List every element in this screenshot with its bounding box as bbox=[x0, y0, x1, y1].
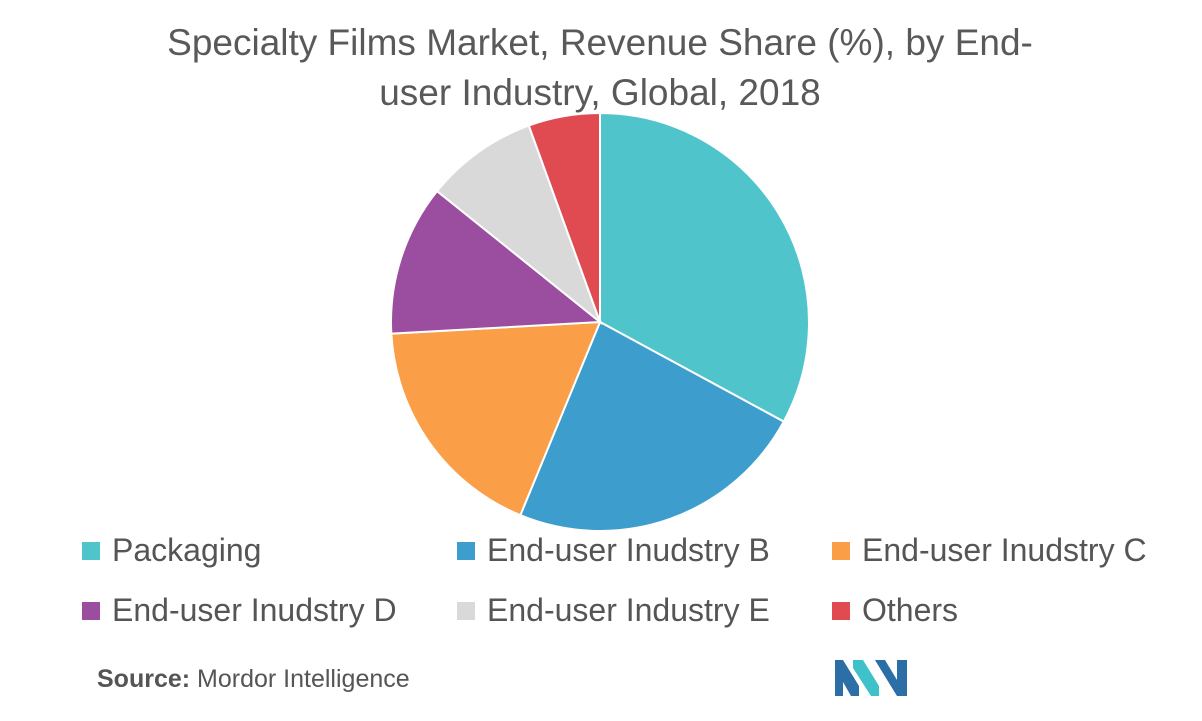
legend-item-industry-d: End-user Inudstry D bbox=[82, 592, 397, 629]
chart-title-line-1: Specialty Films Market, Revenue Share (%… bbox=[167, 22, 1033, 63]
logo-shape-left bbox=[835, 660, 859, 696]
source-note: Source: Mordor Intelligence bbox=[97, 665, 410, 694]
legend-label-industry-e: End-user Industry E bbox=[487, 592, 770, 628]
source-label: Source: bbox=[97, 665, 191, 693]
legend-swatch-others bbox=[832, 601, 850, 620]
source-text: Mordor Intelligence bbox=[197, 665, 410, 693]
logo-shape-middle bbox=[853, 660, 879, 696]
legend-label-industry-b: End-user Inudstry B bbox=[487, 532, 770, 568]
logo-shape-right bbox=[875, 660, 907, 696]
legend-swatch-industry-b bbox=[457, 541, 475, 560]
legend-swatch-industry-d bbox=[82, 601, 100, 620]
pie-slice-others bbox=[527, 111, 601, 323]
pie-slice-end-user-inudstry-d bbox=[390, 189, 603, 335]
legend-label-packaging: Packaging bbox=[112, 532, 262, 568]
legend-label-industry-d: End-user Inudstry D bbox=[112, 592, 397, 628]
legend-item-industry-b: End-user Inudstry B bbox=[457, 532, 770, 569]
pie-slice-end-user-inudstry-b bbox=[519, 320, 786, 532]
legend-label-industry-c: End-user Inudstry C bbox=[862, 532, 1147, 568]
legend-item-packaging: Packaging bbox=[82, 532, 261, 569]
legend-swatch-industry-e bbox=[457, 601, 475, 620]
mordor-intelligence-logo-icon bbox=[835, 660, 907, 696]
legend-swatch-industry-c bbox=[832, 541, 850, 560]
legend-label-others: Others bbox=[862, 592, 959, 628]
pie-slice-packaging bbox=[599, 111, 810, 423]
pie-slice-end-user-industry-e bbox=[435, 124, 603, 326]
chart-title-line-2: user Industry, Global, 2018 bbox=[379, 72, 821, 113]
legend-item-others: Others bbox=[832, 592, 958, 629]
legend-item-industry-e: End-user Industry E bbox=[457, 592, 770, 629]
pie-chart bbox=[390, 111, 810, 532]
legend-swatch-packaging bbox=[82, 541, 100, 560]
chart-title: Specialty Films Market, Revenue Share (%… bbox=[100, 18, 1100, 118]
legend-item-industry-c: End-user Inudstry C bbox=[832, 532, 1147, 569]
pie-slice-end-user-inudstry-c bbox=[390, 320, 602, 517]
